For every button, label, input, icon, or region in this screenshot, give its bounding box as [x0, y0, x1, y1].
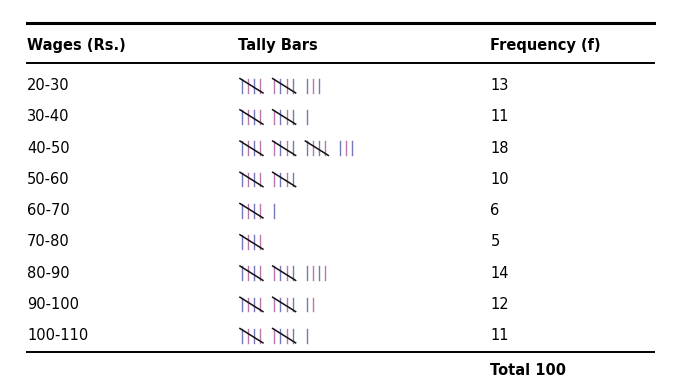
Text: 10: 10 [490, 172, 509, 187]
Text: 11: 11 [490, 109, 509, 125]
Text: 70-80: 70-80 [27, 234, 70, 250]
Text: 90-100: 90-100 [27, 297, 79, 312]
Text: Total 100: Total 100 [490, 363, 567, 378]
Text: 5: 5 [490, 234, 500, 250]
Text: 6: 6 [490, 203, 500, 218]
Text: 40-50: 40-50 [27, 141, 70, 156]
Text: 20-30: 20-30 [27, 78, 70, 93]
Text: Tally Bars: Tally Bars [238, 38, 318, 53]
Text: 13: 13 [490, 78, 509, 93]
Text: 30-40: 30-40 [27, 109, 69, 125]
Text: 14: 14 [490, 266, 509, 281]
Text: 80-90: 80-90 [27, 266, 70, 281]
Text: 100-110: 100-110 [27, 328, 89, 343]
Text: 11: 11 [490, 328, 509, 343]
Text: 18: 18 [490, 141, 509, 156]
Text: Frequency (f): Frequency (f) [490, 38, 601, 53]
Text: 50-60: 50-60 [27, 172, 70, 187]
Text: 12: 12 [490, 297, 509, 312]
Text: 60-70: 60-70 [27, 203, 70, 218]
Text: Wages (Rs.): Wages (Rs.) [27, 38, 126, 53]
